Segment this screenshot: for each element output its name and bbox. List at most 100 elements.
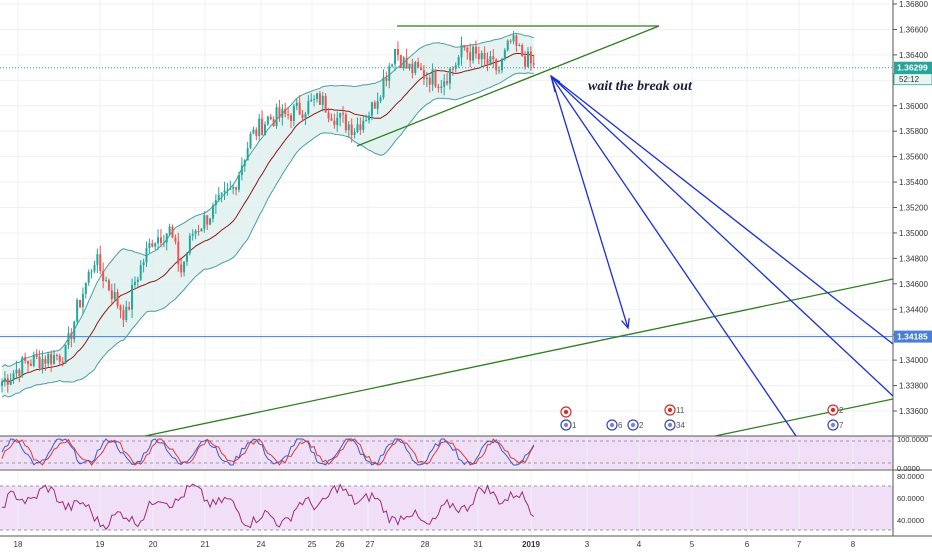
candle-body — [113, 291, 116, 300]
event-badge: 2 — [827, 404, 844, 416]
event-badge: 11 — [664, 404, 685, 416]
candle — [102, 262, 105, 289]
candle — [226, 183, 229, 196]
candle — [188, 232, 191, 256]
candle-body — [524, 56, 527, 67]
candle — [200, 227, 203, 232]
candle-body — [180, 264, 183, 273]
candle — [344, 112, 347, 133]
candle — [90, 269, 93, 279]
candle-body — [235, 187, 238, 190]
candle-body — [44, 358, 47, 364]
oscillator-1 — [0, 438, 893, 466]
candle-body — [477, 53, 480, 60]
candle — [162, 234, 165, 248]
candle-body — [211, 205, 214, 219]
candle — [177, 232, 180, 272]
candle-body — [373, 102, 376, 109]
candle — [21, 355, 24, 378]
candle — [503, 48, 506, 62]
candle — [318, 90, 321, 105]
event-count: 34 — [676, 421, 685, 430]
candle-body — [316, 93, 319, 100]
arrowhead — [550, 74, 561, 93]
price-tick-label: 1.35000 — [899, 229, 928, 238]
candle-body — [255, 129, 258, 136]
candle-body — [298, 102, 301, 115]
osc2-tick-label: 60.0000 — [897, 494, 924, 503]
candle — [145, 241, 148, 267]
candle-body — [41, 358, 44, 369]
candle — [29, 359, 32, 367]
osc1-d-line — [1, 438, 535, 466]
candle — [128, 301, 131, 311]
osc2-tick-label: 80.0000 — [897, 472, 924, 481]
candle — [3, 371, 6, 387]
candle-body — [498, 70, 501, 72]
candle — [61, 357, 64, 367]
candle-body — [379, 97, 382, 102]
event-badge: 2 — [627, 419, 644, 431]
time-axis: 18 19 20 21 24 25 26 27 28 31 2019 3 4 5 6 7 8 — [14, 540, 856, 549]
candle — [168, 223, 171, 236]
candle — [304, 111, 307, 125]
candle — [437, 83, 440, 93]
candle-body — [318, 93, 321, 105]
candle — [18, 368, 21, 383]
candle-body — [252, 129, 255, 134]
price-tick-label: 1.33800 — [899, 382, 928, 391]
candle — [133, 276, 136, 288]
candle — [220, 192, 223, 203]
candle-body — [385, 77, 388, 81]
candle — [368, 111, 371, 124]
candle-body — [61, 361, 64, 364]
current-price-label: 1.36299 — [897, 63, 928, 73]
candle-body — [258, 118, 261, 136]
candle-body — [408, 63, 411, 69]
candle-body — [139, 265, 142, 280]
candle-body — [1, 381, 3, 386]
candle-body — [500, 59, 503, 71]
candle-body — [446, 81, 449, 84]
price-tick-label: 1.34000 — [899, 356, 928, 365]
candle-body — [365, 120, 368, 122]
candle-body — [81, 293, 84, 308]
candle — [180, 259, 183, 278]
candle-body — [133, 281, 136, 285]
flag-center — [667, 407, 673, 413]
candle — [379, 95, 382, 104]
candle-body — [15, 369, 18, 374]
candle-body — [324, 95, 327, 113]
time-tick-label: 28 — [421, 540, 430, 549]
candle — [492, 49, 495, 69]
candle — [495, 58, 498, 75]
candle-body — [362, 120, 365, 130]
time-tick-label: 31 — [474, 540, 483, 549]
price-tick-label: 1.34600 — [899, 280, 928, 289]
candle-body — [194, 230, 197, 234]
candle-body — [9, 379, 12, 385]
candle — [183, 261, 186, 277]
candle-body — [240, 165, 243, 176]
osc1-tick-label: 0.0000 — [897, 464, 920, 473]
level-price-label: 1.34185 — [897, 332, 928, 342]
candle — [443, 74, 446, 96]
candle-body — [440, 86, 443, 89]
candle-body — [203, 215, 206, 229]
candle — [27, 360, 30, 373]
candle-body — [287, 114, 290, 116]
candle-body — [171, 226, 174, 238]
candle-body — [463, 45, 466, 48]
candle-body — [284, 108, 287, 115]
time-tick-label: 6 — [745, 540, 750, 549]
candle — [113, 283, 116, 302]
candle-body — [469, 52, 472, 61]
candle-body — [159, 237, 162, 244]
candle-body — [157, 237, 160, 244]
candle-body — [443, 81, 446, 87]
candle — [32, 351, 35, 368]
candle — [347, 121, 350, 139]
candle — [217, 187, 220, 202]
